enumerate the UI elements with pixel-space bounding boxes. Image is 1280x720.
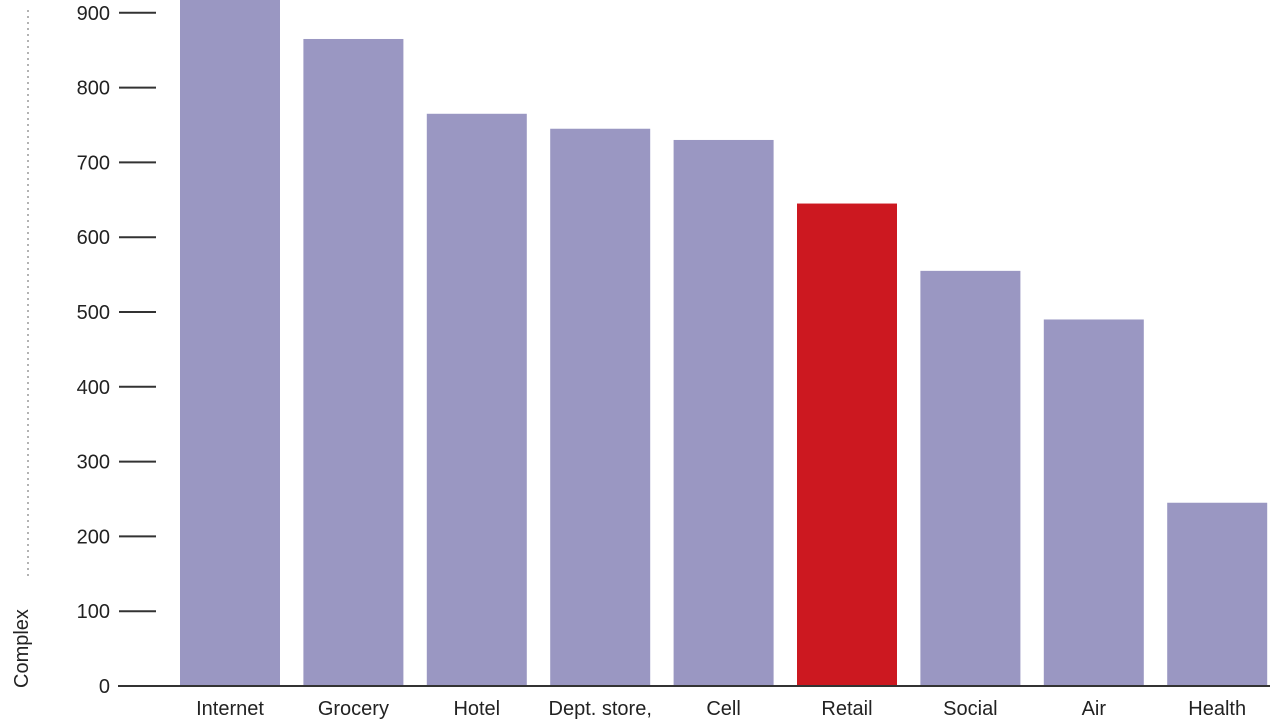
x-category-label: Internet [196,698,264,720]
category-labels: Internet Grocery Hotel Dept. store, Cell Reta… [196,698,1246,720]
bar-hotel [426,113,527,686]
y-tick-label: 500 [77,302,110,324]
y-tick-label: 300 [77,452,110,474]
x-category-label: Health [1188,698,1246,720]
bars [180,0,1268,687]
x-category-label: Cell [706,698,740,720]
y-tick-label: 900 [77,3,110,25]
bar-dept-store [550,128,651,687]
y-tick-label: 800 [77,78,110,100]
x-category-label: Air [1082,698,1107,720]
x-category-label: Grocery [318,698,389,720]
y-tick-label: 700 [77,152,110,174]
y-axis-title: Complex [11,609,33,688]
x-category-label: Retail [821,698,872,720]
y-tick-label: 600 [77,227,110,249]
bar-internet [180,0,280,686]
x-category-label: Social [943,698,997,720]
bar-grocery [303,38,404,687]
y-tick-label: 0 [99,676,110,698]
x-category-label: Hotel [453,698,500,720]
y-tick-label: 100 [77,601,110,623]
y-axis-ticks: 0 100 200 300 400 500 600 700 800 900 [77,3,156,698]
x-category-label: Dept. store, [549,698,652,720]
bar-cell [673,139,774,686]
bar-social [920,270,1021,686]
y-tick-label: 400 [77,377,110,399]
bar-retail [797,203,897,687]
bar-air [1043,319,1144,686]
y-tick-label: 200 [77,526,110,548]
bar-health [1167,502,1268,686]
